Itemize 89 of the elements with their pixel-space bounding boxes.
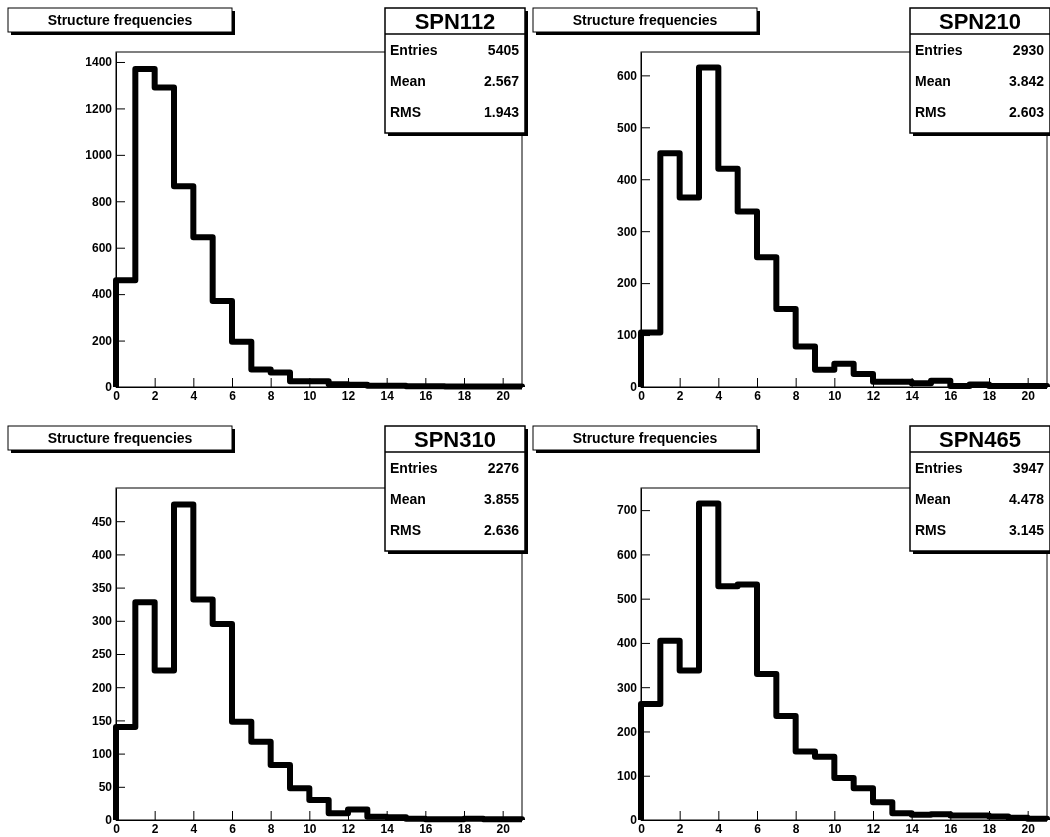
text: Entries 3947	[915, 460, 1044, 476]
y-tick-label: 250	[91, 647, 113, 662]
x-tick-label: 8	[267, 821, 275, 836]
chart-title: Structure frequencies	[47, 12, 193, 28]
x-tick-label: 18	[982, 388, 997, 403]
text: RMS 3.145	[915, 522, 1044, 538]
x-tick-label: 18	[982, 821, 997, 836]
x-tick-label: 20	[1021, 821, 1036, 836]
y-tick-label: 50	[98, 780, 113, 795]
x-tick-label: 20	[1021, 388, 1036, 403]
y-tick-label: 100	[616, 328, 638, 343]
y-tick-label: 200	[91, 333, 113, 348]
y-tick-label: 600	[616, 68, 638, 83]
y-tick-label: 1400	[85, 55, 113, 70]
chart-subtitle: SPN210	[939, 9, 1021, 34]
chart-title: Structure frequencies	[572, 430, 718, 446]
y-tick-label: 350	[91, 580, 113, 595]
chart-subtitle: SPN310	[414, 427, 496, 452]
x-tick-label: 10	[303, 821, 317, 836]
y-tick-label: 400	[91, 547, 113, 562]
x-tick-label: 4	[190, 821, 198, 836]
text: RMS 2.636	[390, 522, 519, 538]
chart-title: Structure frequencies	[47, 430, 193, 446]
text: Mean 3.855	[390, 491, 519, 507]
x-tick-label: 12	[866, 821, 881, 836]
y-tick-label: 300	[91, 614, 113, 629]
x-tick-label: 14	[905, 388, 920, 403]
y-tick-label: 200	[616, 276, 638, 291]
x-tick-label: 12	[866, 388, 881, 403]
y-tick-label: 150	[91, 713, 113, 728]
text: Mean 2.567	[390, 73, 519, 89]
y-tick-label: 100	[91, 746, 113, 761]
chart-subtitle: SPN112	[414, 9, 496, 34]
y-tick-label: 600	[91, 241, 113, 256]
y-tick-label: 600	[616, 547, 638, 562]
x-tick-label: 14	[905, 821, 920, 836]
x-tick-label: 10	[828, 821, 842, 836]
x-tick-label: 2	[151, 388, 159, 403]
y-tick-label: 700	[616, 503, 638, 518]
y-tick-label: 500	[616, 120, 638, 135]
x-tick-label: 20	[496, 821, 511, 836]
y-tick-label: 800	[91, 194, 113, 209]
y-tick-label: 1000	[85, 148, 113, 163]
y-tick-label: 400	[91, 287, 113, 302]
x-tick-label: 16	[944, 821, 958, 836]
y-tick-label: 300	[616, 224, 638, 239]
text: Mean 3.842	[915, 73, 1044, 89]
text: RMS 2.603	[915, 104, 1044, 120]
x-tick-label: 2	[676, 821, 684, 836]
x-tick-label: 6	[229, 388, 237, 403]
x-tick-label: 2	[676, 388, 684, 403]
x-tick-label: 6	[754, 821, 762, 836]
x-tick-label: 8	[267, 388, 275, 403]
x-tick-label: 20	[496, 388, 511, 403]
text: Entries 5405	[390, 42, 519, 58]
x-tick-label: 4	[715, 388, 723, 403]
x-tick-label: 10	[828, 388, 842, 403]
x-tick-label: 12	[341, 388, 356, 403]
x-tick-label: 6	[229, 821, 237, 836]
text: Entries 2930	[915, 42, 1044, 58]
y-tick-label: 400	[616, 636, 638, 651]
x-tick-label: 4	[715, 821, 723, 836]
y-tick-label: 1200	[85, 101, 113, 116]
x-tick-label: 10	[303, 388, 317, 403]
x-tick-label: 8	[792, 388, 800, 403]
y-tick-label: 300	[616, 680, 638, 695]
chart-subtitle: SPN465	[939, 427, 1021, 452]
y-tick-label: 200	[616, 724, 638, 739]
y-tick-label: 500	[616, 592, 638, 607]
x-tick-label: 4	[190, 388, 198, 403]
y-tick-label: 100	[616, 769, 638, 784]
x-tick-label: 16	[419, 821, 433, 836]
x-tick-label: 6	[754, 388, 762, 403]
y-tick-label: 450	[91, 514, 113, 529]
x-tick-label: 18	[457, 821, 472, 836]
y-tick-label: 400	[616, 172, 638, 187]
text: Mean 4.478	[915, 491, 1044, 507]
x-tick-label: 16	[944, 388, 958, 403]
chart-title: Structure frequencies	[572, 12, 718, 28]
x-tick-label: 16	[419, 388, 433, 403]
x-tick-label: 8	[792, 821, 800, 836]
x-tick-label: 12	[341, 821, 356, 836]
text: RMS 1.943	[390, 104, 519, 120]
y-tick-label: 200	[91, 680, 113, 695]
x-tick-label: 18	[457, 388, 472, 403]
text: Entries 2276	[390, 460, 519, 476]
x-tick-label: 14	[380, 388, 395, 403]
x-tick-label: 2	[151, 821, 159, 836]
x-tick-label: 14	[380, 821, 395, 836]
